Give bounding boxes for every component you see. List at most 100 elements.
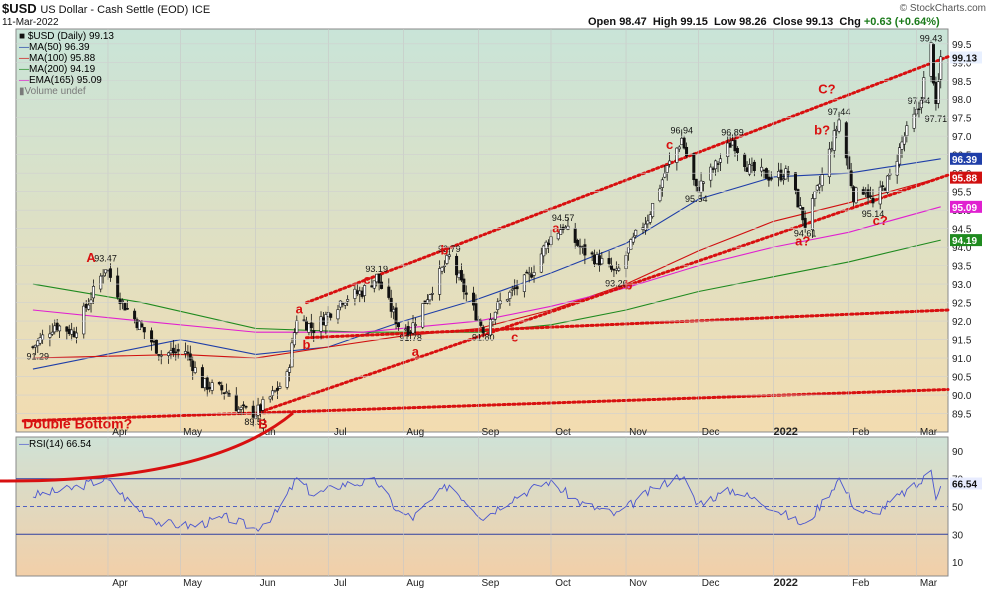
candle-body [459,270,463,281]
candle-body [764,168,768,179]
x-tick-label: Feb [852,578,870,589]
chart-date: 11-Mar-2022 [2,17,59,28]
price-label: 95.14 [862,209,885,219]
y-tick-label: 90.0 [952,391,972,402]
candle-body [818,183,822,188]
y-tick-label: 92.0 [952,317,972,328]
legend-ema165-label: EMA(165) 95.09 [29,75,102,86]
candle-body [508,291,512,299]
candle-body [810,198,814,231]
last-price-tag: 99.13 [952,53,977,64]
candle-body [576,239,580,246]
candle-body [176,349,180,352]
price-label: 94.61 [794,229,817,239]
candle-body [743,153,747,167]
y-tick-label: 95.5 [952,188,972,199]
candle-body [728,142,732,148]
wave-annotation: a [296,302,304,317]
y-tick-label: 97.0 [952,132,972,143]
candle-body [769,177,773,180]
candle-body [532,272,536,276]
candle-body [564,226,568,229]
candle-body [905,125,909,137]
candle-body [820,174,824,186]
rsi-line [32,469,942,532]
candle-body [796,189,800,208]
candle-body [515,286,519,290]
candle-body [234,394,238,412]
instrument-name: US Dollar - Cash Settle (EOD) [40,4,189,16]
low-value: 98.26 [739,16,767,28]
x-tick-label: Aug [406,578,424,589]
candle-body [784,168,788,180]
candle-body [777,171,781,178]
y-tick-label: 90.5 [952,373,972,384]
candle-body [375,273,379,283]
candle-body [496,301,500,311]
candle-body [731,140,735,146]
candle-body [735,147,739,153]
candle-body [542,245,546,257]
candle-body [336,309,340,320]
candle-body [793,172,797,191]
legend-volume-label: Volume undef [24,86,86,97]
candle-body [396,322,400,328]
candle-body [801,207,805,221]
y-tick-label: 91.5 [952,336,972,347]
candle-body [75,332,79,338]
wave-annotation: b [624,278,632,293]
chart-title: $USD US Dollar - Cash Settle (EOD) ICE [2,1,210,16]
candle-body [547,242,551,245]
low-label: Low [714,16,737,28]
candle-body [309,322,313,329]
candle-body [832,130,836,151]
legend-ma100: —MA(100) 95.88 [19,53,96,64]
legend-ma50: —MA(50) 96.39 [19,42,90,53]
candle-body [830,148,834,151]
candle-body [646,220,650,225]
candle-body [372,280,376,289]
legend-ma100-label: MA(100) 95.88 [29,53,96,64]
trendline [304,55,950,305]
candle-body [694,178,698,187]
candle-body [121,300,125,302]
wave-annotation: Double Bottom? [23,415,132,431]
candle-body [101,275,105,277]
candle-body [167,352,171,356]
wave-annotation: c? [873,213,888,228]
candle-body [70,329,74,335]
wave-annotation: A [86,250,96,265]
candle-body [464,292,468,295]
candle-body [421,303,425,328]
candle-body [271,390,275,396]
candle-body [813,191,817,199]
candle-body [447,254,451,257]
candle-body [278,386,282,389]
candle-body [617,267,621,271]
candle-body [389,297,393,312]
candle-body [844,122,848,159]
candle-body [559,229,563,235]
candle-body [522,274,526,292]
candle-body [205,377,209,390]
candle-body [428,294,432,301]
candle-body [472,292,476,306]
legend-ema165: —EMA(165) 95.09 [19,75,102,86]
candle-body [171,347,175,354]
legend-rsi-label: RSI(14) 66.54 [29,439,92,450]
y-tick-label: 99.0 [952,58,972,69]
candle-body [33,344,37,348]
symbol: $USD [2,1,37,16]
candle-body [902,136,906,145]
price-label: 95.54 [685,194,708,204]
candle-body [445,255,449,264]
candle-body [142,327,146,333]
x-tick-label: Oct [555,578,571,589]
candle-body [116,275,120,298]
candle-body [58,325,62,332]
candle-body [699,180,703,193]
candle-body [869,195,873,197]
candle-body [852,186,856,202]
candle-body [898,147,902,165]
candle-body [668,160,672,165]
